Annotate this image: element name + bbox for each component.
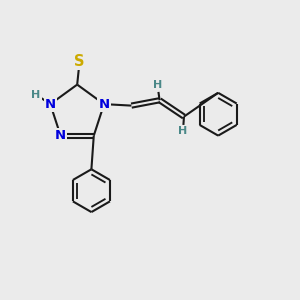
Text: H: H <box>178 127 187 136</box>
Text: H: H <box>153 80 162 90</box>
Text: N: N <box>55 129 66 142</box>
Text: N: N <box>45 98 56 111</box>
Text: H: H <box>32 90 41 100</box>
Text: S: S <box>74 54 85 69</box>
Text: N: N <box>98 98 110 111</box>
